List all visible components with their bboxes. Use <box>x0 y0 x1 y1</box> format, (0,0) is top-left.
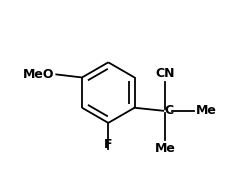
Text: C: C <box>164 104 174 117</box>
Text: F: F <box>104 138 113 151</box>
Text: Me: Me <box>155 142 176 155</box>
Text: MeO: MeO <box>23 68 54 81</box>
Text: Me: Me <box>196 104 217 117</box>
Text: CN: CN <box>156 67 175 80</box>
